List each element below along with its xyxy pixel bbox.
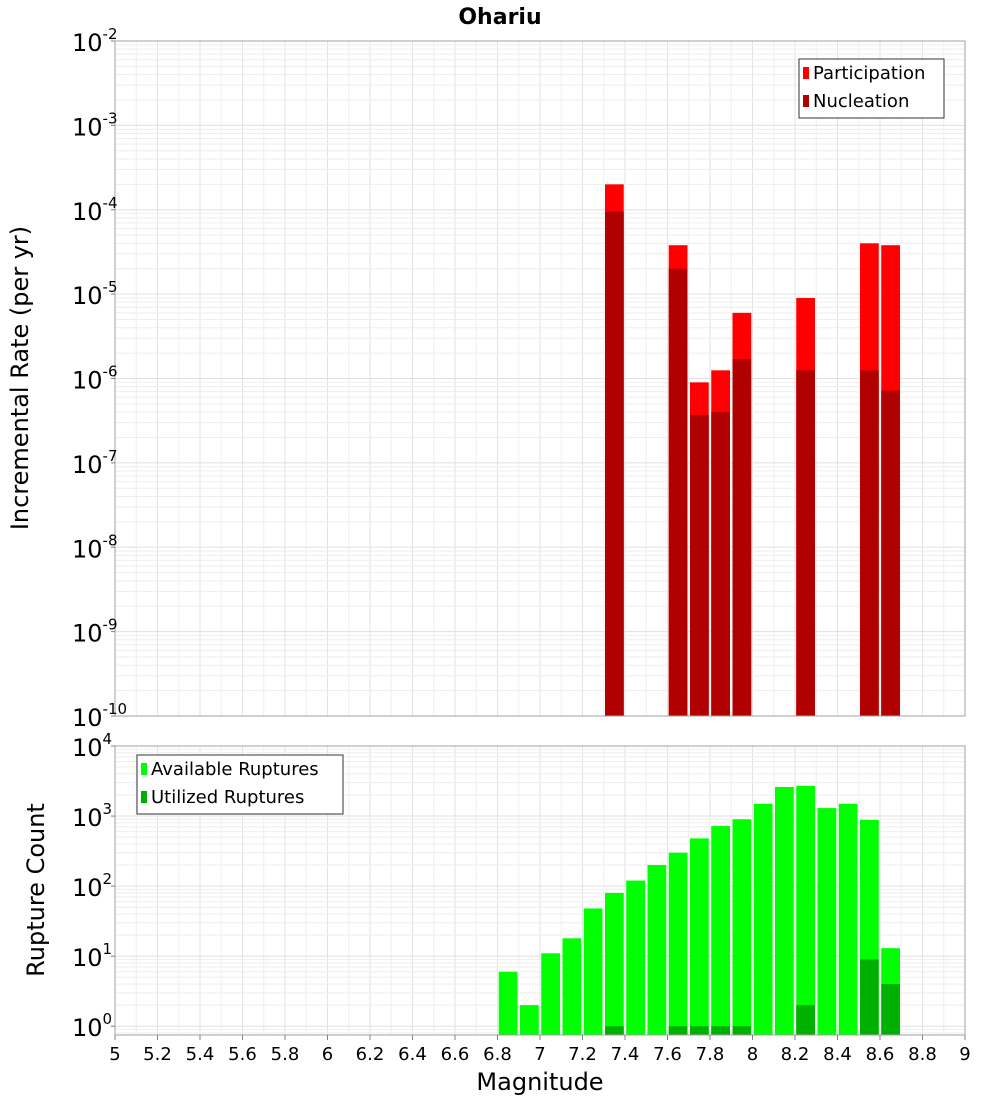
x-tick-label: 7 xyxy=(534,1044,545,1065)
bottom-legend: Available Ruptures Utilized Ruptures xyxy=(136,754,344,815)
x-tick-label: 7.4 xyxy=(611,1044,640,1065)
available-ruptures-bar xyxy=(775,786,794,1035)
legend-label: Participation xyxy=(813,63,925,84)
chart-title: Ohariu xyxy=(458,5,541,30)
nucleation-bar xyxy=(881,390,900,716)
nucleation-bar xyxy=(796,370,815,716)
legend-box xyxy=(798,58,945,119)
utilized-ruptures-bar xyxy=(732,1026,752,1035)
available-ruptures-bar xyxy=(605,892,624,1035)
x-tick-label: 6.6 xyxy=(441,1044,470,1065)
x-tick-label: 8.4 xyxy=(823,1044,852,1065)
top-y-axis-ticks: 10-2 10-3 10-4 10-5 10-6 10-7 10-8 10-9 10-10 xyxy=(72,25,127,732)
nucleation-bar xyxy=(860,370,879,716)
x-tick-label: 8.8 xyxy=(908,1044,937,1065)
bottom-y-axis-ticks: 104 103 102 101 100 xyxy=(72,730,115,1042)
available-ruptures-bar xyxy=(541,953,560,1035)
y-tick-label: 10-7 xyxy=(72,447,118,479)
legend-label: Nucleation xyxy=(813,91,909,112)
y-tick-label: 104 xyxy=(72,730,112,762)
x-tick-label: 9 xyxy=(959,1044,970,1065)
utilized-ruptures-bar xyxy=(860,959,879,1035)
available-ruptures-bar xyxy=(562,938,582,1035)
legend-box xyxy=(136,754,344,815)
utilized-ruptures-bar xyxy=(690,1026,709,1035)
top-y-axis-title: Incremental Rate (per yr) xyxy=(6,226,34,530)
y-tick-label: 10-10 xyxy=(72,700,127,732)
available-ruptures-bar xyxy=(520,1005,539,1035)
x-axis-ticks: 5 5.2 5.4 5.6 5.8 6 6.2 6.4 6.6 6.8 7 7.2 7.4 7.6 7.8 8… xyxy=(109,1035,971,1065)
y-tick-label: 10-6 xyxy=(72,363,118,395)
x-tick-label: 5.2 xyxy=(143,1044,172,1065)
x-axis-title: Magnitude xyxy=(476,1068,603,1096)
x-tick-label: 6 xyxy=(322,1044,333,1065)
x-tick-label: 8.2 xyxy=(781,1044,810,1065)
legend-swatch xyxy=(803,67,809,79)
incremental-rate-panel: 10-2 10-3 10-4 10-5 10-6 10-7 10-8 10-9 10-10 Par… xyxy=(72,25,966,732)
nucleation-bar xyxy=(690,414,709,716)
available-ruptures-bar xyxy=(817,808,837,1035)
x-tick-label: 8.6 xyxy=(866,1044,895,1065)
nucleation-bar xyxy=(668,268,688,716)
y-tick-label: 10-2 xyxy=(72,25,118,57)
available-ruptures-bar xyxy=(690,838,709,1035)
utilized-ruptures-bar xyxy=(605,1026,624,1035)
x-tick-label: 8 xyxy=(747,1044,758,1065)
y-tick-label: 10-9 xyxy=(72,616,118,648)
y-tick-label: 100 xyxy=(72,1010,112,1042)
legend-swatch xyxy=(803,95,809,107)
x-tick-label: 7.6 xyxy=(653,1044,682,1065)
y-tick-label: 101 xyxy=(72,940,112,972)
y-tick-label: 10-5 xyxy=(72,278,118,310)
available-ruptures-bar xyxy=(753,803,773,1035)
legend-swatch xyxy=(141,791,147,803)
x-tick-label: 5.8 xyxy=(271,1044,300,1065)
nucleation-bar xyxy=(711,412,730,716)
x-tick-label: 5.6 xyxy=(228,1044,257,1065)
y-tick-label: 10-4 xyxy=(72,194,118,226)
legend-label: Available Ruptures xyxy=(151,759,319,780)
utilized-ruptures-bar xyxy=(881,984,900,1035)
available-ruptures-bar xyxy=(838,803,858,1035)
top-gridlines xyxy=(114,41,966,717)
x-tick-label: 6.2 xyxy=(356,1044,385,1065)
x-tick-label: 5.4 xyxy=(186,1044,215,1065)
available-ruptures-bar xyxy=(711,826,730,1035)
x-tick-label: 6.4 xyxy=(398,1044,427,1065)
y-tick-label: 103 xyxy=(72,800,112,832)
x-tick-label: 7.2 xyxy=(568,1044,597,1065)
utilized-ruptures-bar xyxy=(796,1005,815,1035)
x-tick-label: 7.8 xyxy=(696,1044,725,1065)
available-ruptures-bar xyxy=(647,865,667,1035)
available-ruptures-bar xyxy=(796,785,815,1035)
x-tick-label: 6.8 xyxy=(483,1044,512,1065)
top-legend: Participation Nucleation xyxy=(798,58,945,119)
nucleation-bar xyxy=(732,359,752,716)
y-tick-label: 10-3 xyxy=(72,109,118,141)
y-tick-label: 102 xyxy=(72,870,112,902)
nucleation-bar xyxy=(605,211,624,716)
top-bars xyxy=(605,184,900,717)
available-ruptures-bar xyxy=(583,908,603,1035)
utilized-ruptures-bar xyxy=(711,1026,730,1035)
y-tick-label: 10-8 xyxy=(72,531,118,563)
bottom-bars xyxy=(498,785,900,1035)
bottom-y-axis-title: Rupture Count xyxy=(22,803,50,977)
rupture-count-panel: 104 103 102 101 100 Available Ruptures Utilize… xyxy=(72,730,966,1042)
legend-swatch xyxy=(141,763,147,775)
available-ruptures-bar xyxy=(732,819,752,1035)
x-tick-label: 5 xyxy=(109,1044,120,1065)
available-ruptures-bar xyxy=(626,880,645,1035)
legend-label: Utilized Ruptures xyxy=(151,787,304,808)
available-ruptures-bar xyxy=(498,971,518,1035)
available-ruptures-bar xyxy=(668,852,688,1035)
utilized-ruptures-bar xyxy=(668,1026,688,1035)
